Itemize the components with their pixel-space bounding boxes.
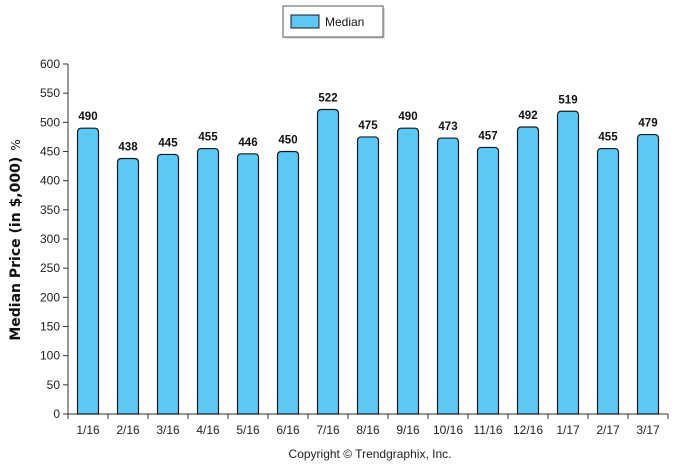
y-tick-label: 550 xyxy=(40,86,60,100)
data-label-1-17: 519 xyxy=(558,94,577,106)
data-label-12-16: 492 xyxy=(518,110,537,122)
y-tick-label: 150 xyxy=(40,320,60,334)
x-tick-label: 12/16 xyxy=(513,423,543,437)
x-tick-label: 5/16 xyxy=(236,423,260,437)
data-label-10-16: 473 xyxy=(438,121,457,133)
y-tick-label: 450 xyxy=(40,145,60,159)
bar-1-16 xyxy=(76,127,100,415)
data-label-3-17: 479 xyxy=(638,118,657,130)
y-axis-title: Median Price (in $,000)% xyxy=(8,139,24,340)
x-tick-label: 9/16 xyxy=(396,423,420,437)
data-label-4-16: 455 xyxy=(198,132,218,144)
bar-7-16 xyxy=(316,108,340,415)
bar-12-16 xyxy=(516,126,540,415)
bar-5-16 xyxy=(236,153,260,415)
x-tick-label: 10/16 xyxy=(433,423,463,437)
y-axis-title-text: Median Price (in $,000) xyxy=(8,157,24,341)
y-tick-label: 300 xyxy=(40,232,60,246)
x-tick-label: 11/16 xyxy=(473,423,502,437)
y-tick-label: 400 xyxy=(40,174,60,188)
data-label-2-16: 438 xyxy=(118,142,138,154)
copyright-text: Copyright © Trendgraphix, Inc. xyxy=(289,447,452,461)
data-label-1-16: 490 xyxy=(78,111,97,123)
bar-2-16 xyxy=(116,157,140,415)
bar-1-17 xyxy=(556,110,580,415)
data-label-2-17: 455 xyxy=(598,132,618,144)
bar-3-16 xyxy=(156,153,180,415)
y-tick-label: 250 xyxy=(40,261,60,275)
x-tick-label: 6/16 xyxy=(276,423,300,437)
y-tick-label: 0 xyxy=(53,407,60,421)
y-tick-label: 100 xyxy=(40,349,60,363)
bar-9-16 xyxy=(396,127,420,415)
bar-3-17 xyxy=(636,133,660,415)
data-label-8-16: 475 xyxy=(358,120,378,132)
x-tick-label: 2/16 xyxy=(116,423,140,437)
x-axis: 1/16 2/16 3/16 4/16 5/16 6/16 7/16 8/16 9/16 10/1… xyxy=(67,413,669,437)
x-tick-label: 8/16 xyxy=(356,423,380,437)
data-labels: 490 438 445 455 446 450 522 475 490 473 457 492 519 4… xyxy=(78,93,657,154)
x-tick-label: 7/16 xyxy=(316,423,340,437)
y-axis: 0 50 100 150 200 250 300 350 400 450 500 550 600 xyxy=(40,57,69,421)
y-axis-title-suffix: % xyxy=(9,139,23,150)
bar-6-16 xyxy=(276,150,300,415)
bar-series xyxy=(76,108,660,415)
data-label-11-16: 457 xyxy=(478,130,497,142)
legend-swatch xyxy=(290,14,320,29)
x-tick-label: 1/17 xyxy=(556,423,580,437)
y-tick-label: 350 xyxy=(40,203,60,217)
y-tick-label: 50 xyxy=(47,378,61,392)
data-label-9-16: 490 xyxy=(398,111,417,123)
x-tick-label: 3/17 xyxy=(636,423,660,437)
x-tick-label: 1/16 xyxy=(76,423,100,437)
chart-legend: Median xyxy=(282,5,385,39)
legend-label: Median xyxy=(325,15,364,29)
bar-11-16 xyxy=(476,146,500,415)
bar-8-16 xyxy=(356,136,380,415)
data-label-7-16: 522 xyxy=(318,93,337,105)
data-label-6-16: 450 xyxy=(278,135,297,147)
y-tick-label: 200 xyxy=(40,290,60,304)
data-label-3-16: 445 xyxy=(158,137,178,149)
y-tick-label: 600 xyxy=(40,57,60,71)
data-label-5-16: 446 xyxy=(238,137,257,149)
x-tick-label: 2/17 xyxy=(596,423,620,437)
bar-10-16 xyxy=(436,137,460,415)
x-tick-label: 3/16 xyxy=(156,423,180,437)
bar-2-17 xyxy=(596,147,620,415)
x-tick-label: 4/16 xyxy=(196,423,220,437)
bar-4-16 xyxy=(196,147,220,415)
y-tick-label: 500 xyxy=(40,115,60,129)
